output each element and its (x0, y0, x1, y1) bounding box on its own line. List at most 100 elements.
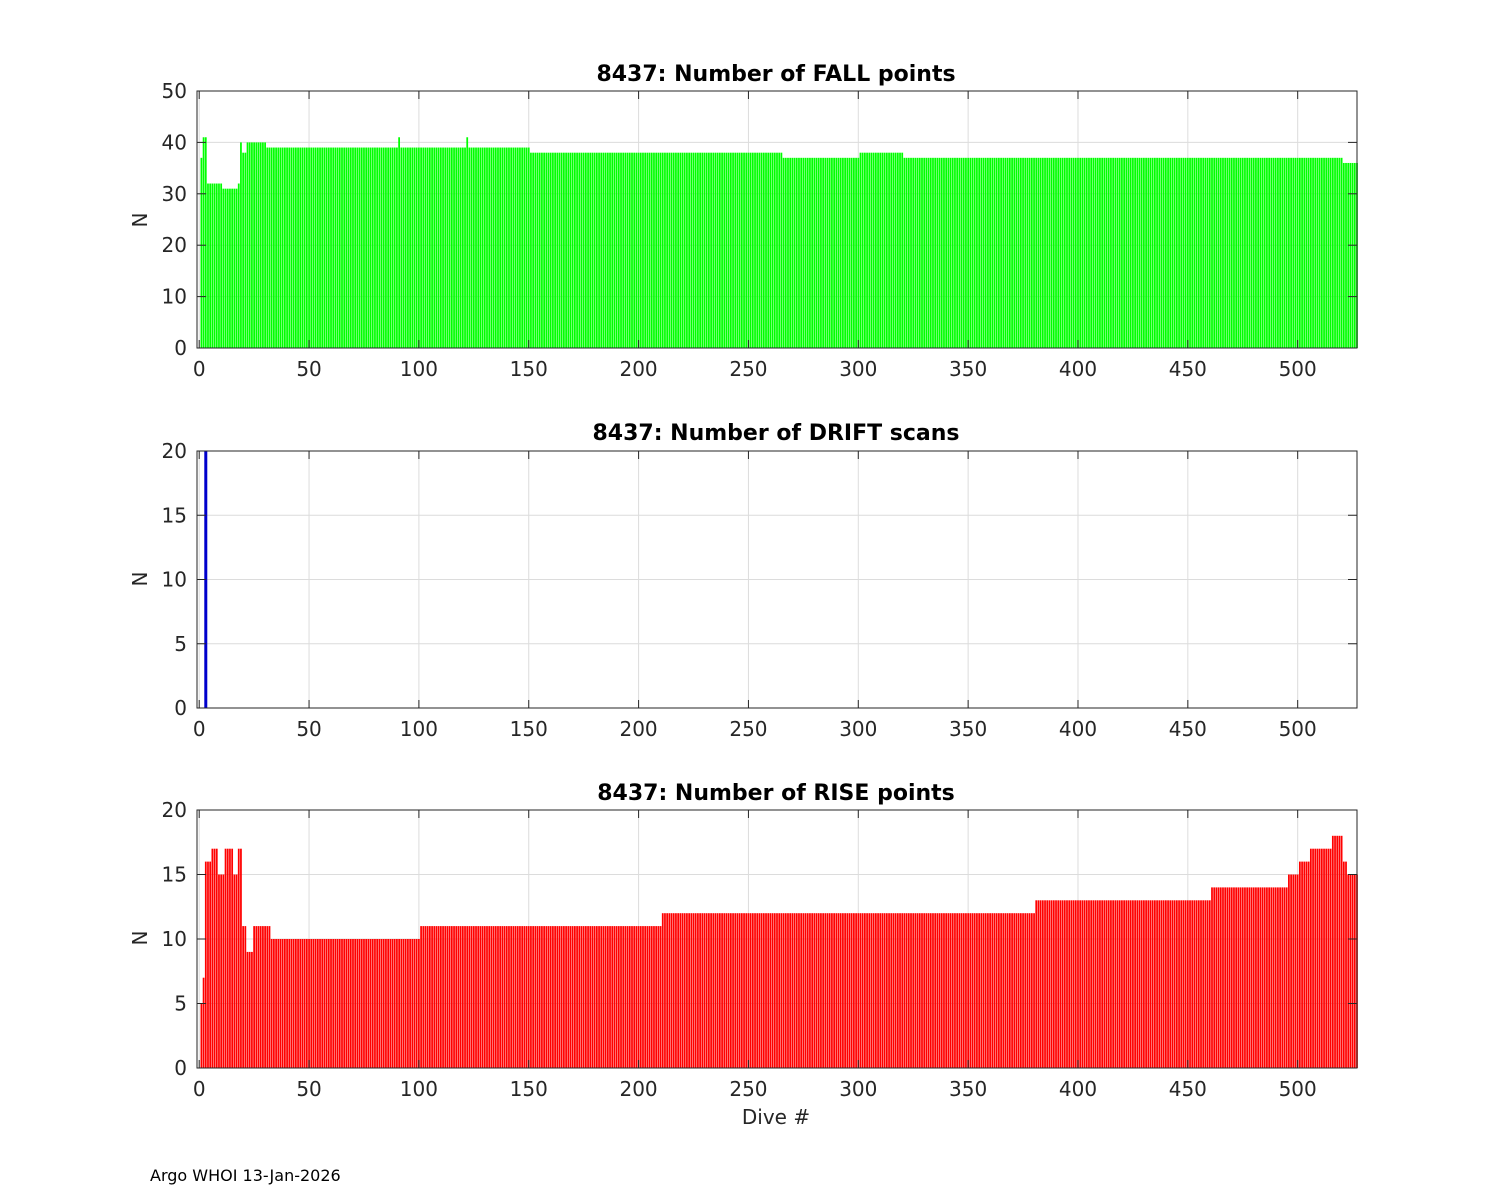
bar (435, 147, 438, 348)
bar (347, 939, 350, 1068)
bar (1035, 900, 1038, 1068)
y-tick-label: 5 (174, 632, 187, 656)
bar (732, 152, 734, 348)
bar (538, 152, 541, 348)
bar (743, 913, 745, 1068)
bar (503, 926, 506, 1068)
bar (371, 147, 374, 348)
bar (413, 939, 416, 1068)
bar (398, 939, 400, 1068)
bar (729, 913, 732, 1068)
bar (1105, 157, 1108, 348)
bar (321, 939, 324, 1068)
x-tick-label: 450 (1169, 717, 1207, 741)
bar (903, 157, 906, 348)
bar (501, 926, 504, 1068)
bar (1195, 900, 1198, 1068)
bar (323, 147, 326, 348)
bar (442, 147, 444, 348)
bar (1158, 900, 1161, 1068)
bar (1230, 157, 1233, 348)
bar (1074, 900, 1077, 1068)
bar (1030, 157, 1033, 348)
bar (896, 913, 899, 1068)
bar (1257, 887, 1260, 1068)
bar (1309, 848, 1312, 1068)
bar (1140, 900, 1143, 1068)
bar (270, 939, 273, 1068)
bar (1059, 157, 1062, 348)
bar (1307, 157, 1310, 348)
bar (468, 147, 471, 348)
bar (521, 147, 524, 348)
bar (635, 152, 638, 348)
bar (1294, 157, 1297, 348)
bar (1250, 887, 1253, 1068)
bar (490, 147, 493, 348)
bar (1000, 913, 1002, 1068)
bar (846, 913, 849, 1068)
bar (837, 157, 840, 348)
bar (940, 913, 943, 1068)
bar (595, 926, 598, 1068)
bar (1110, 157, 1112, 348)
bar (877, 152, 879, 348)
x-tick-label: 200 (619, 357, 657, 381)
bar (1127, 157, 1130, 348)
bar (505, 926, 508, 1068)
bar (1288, 874, 1290, 1068)
bar (932, 157, 934, 348)
bar (802, 913, 805, 1068)
bar (534, 926, 537, 1068)
bar (804, 913, 807, 1068)
bar (1250, 157, 1253, 348)
bar (257, 142, 260, 348)
bar (284, 939, 286, 1068)
bar (1162, 900, 1165, 1068)
bar (927, 157, 930, 348)
x-tick-label: 450 (1169, 1077, 1207, 1101)
bar (918, 157, 921, 348)
bar (354, 147, 357, 348)
bar (765, 913, 767, 1068)
bar (213, 183, 216, 348)
bar (226, 188, 229, 348)
bar (751, 152, 754, 348)
bar (1112, 157, 1115, 348)
bar (429, 147, 431, 348)
y-tick-label: 50 (162, 79, 187, 103)
bar (1063, 900, 1066, 1068)
bar (837, 913, 840, 1068)
y-tick-label: 20 (162, 798, 187, 822)
bar (472, 926, 475, 1068)
bar (407, 147, 409, 348)
bar (903, 913, 906, 1068)
bar (804, 157, 807, 348)
bar (305, 147, 308, 348)
bar (861, 152, 864, 348)
bar (1158, 157, 1161, 348)
bar (1002, 157, 1005, 348)
bar (628, 926, 631, 1068)
bar (569, 152, 572, 348)
bar (989, 913, 991, 1068)
bar (1342, 861, 1345, 1068)
bar (1066, 900, 1068, 1068)
bar (1013, 913, 1016, 1068)
bar (455, 926, 458, 1068)
bar (1239, 157, 1242, 348)
bar (527, 147, 530, 348)
bar (444, 147, 447, 348)
bar (547, 926, 550, 1068)
bar (670, 152, 673, 348)
bar (567, 152, 570, 348)
y-tick-label: 20 (162, 233, 187, 257)
bar (407, 939, 409, 1068)
bar (666, 913, 669, 1068)
bar (459, 926, 462, 1068)
bar (624, 152, 627, 348)
bar (488, 926, 491, 1068)
bar (782, 913, 785, 1068)
bar (231, 188, 234, 348)
bar (439, 926, 442, 1068)
